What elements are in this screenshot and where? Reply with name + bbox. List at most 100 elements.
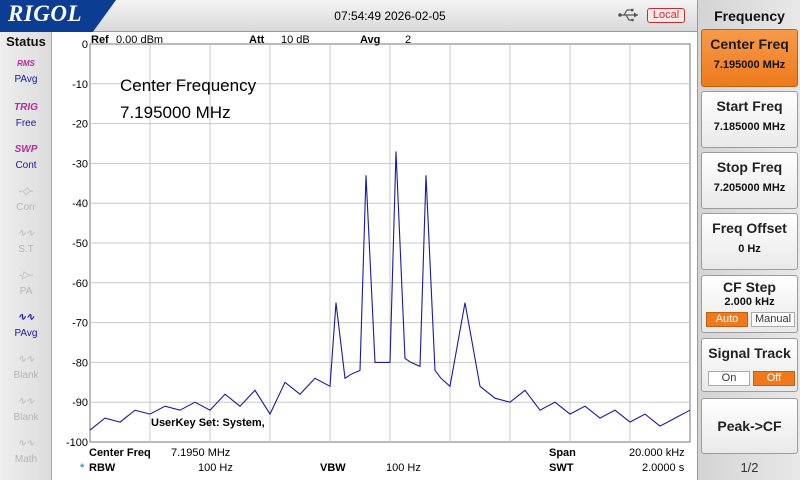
date-time: 07:54:49 2026-02-05 (334, 9, 446, 23)
softkey-label: Freq Offset (712, 220, 787, 236)
avg-value: 2 (405, 34, 411, 46)
status-label: Free (15, 118, 37, 129)
center-freq-label: Center Freq (89, 447, 151, 459)
stop-freq-softkey[interactable]: Stop Freq 7.205000 MHz (701, 152, 798, 209)
brand-label: RIGOL (8, 1, 83, 26)
status-label: PAvg (14, 328, 38, 339)
status-power-average[interactable]: ∿∿ PAvg (6, 308, 46, 348)
sweep-icon: SWP (14, 144, 38, 155)
pa-icon: -▷- (18, 270, 34, 281)
signal-track-off-option[interactable]: Off (753, 371, 795, 386)
softkey-value: 0 Hz (738, 243, 761, 255)
st-icon: ∿∿ (17, 228, 35, 239)
softkey-label: Start Freq (716, 98, 783, 114)
plot-grid (89, 43, 691, 443)
cf-step-auto-option[interactable]: Auto (706, 312, 748, 327)
signal-track-softkey[interactable]: Signal Track On Off (701, 338, 798, 392)
span-label: Span (549, 447, 576, 459)
att-label: Att (249, 34, 265, 46)
status-math[interactable]: ∿∿ Math (6, 434, 46, 474)
att-value: 10 dB (281, 34, 310, 46)
spectrum-plot: Ref 0.00 dBm Att 10 dB Avg 2 0 -10 -20 -30 -… (66, 34, 691, 474)
menu-page-indicator[interactable]: 1/2 (740, 460, 759, 475)
status-preamp[interactable]: -▷- PA (6, 266, 46, 306)
swt-label: SWT (549, 462, 574, 474)
cf-step-softkey[interactable]: CF Step 2.000 kHz Auto Manual (701, 275, 798, 333)
softkey-value: 7.195000 MHz (713, 59, 786, 71)
softkey-value: 2.000 kHz (724, 296, 775, 308)
softkey-label: Signal Track (708, 345, 791, 361)
status-signal-track[interactable]: ∿∿ S.T (6, 224, 46, 264)
status-label: S.T (18, 244, 34, 255)
userkey-text: UserKey Set: System, (151, 417, 265, 429)
y-tick-label: -30 (72, 158, 88, 170)
status-trigger[interactable]: TRIG Free (6, 98, 46, 138)
ref-value: 0.00 dBm (116, 34, 163, 46)
softkey-label: Center Freq (710, 36, 789, 52)
y-tick-label: -20 (72, 119, 88, 131)
softkey-label: CF Step (723, 279, 776, 295)
softkey-label: Stop Freq (716, 159, 783, 175)
menu-title: Frequency (714, 8, 785, 24)
span-value: 20.000 kHz (629, 447, 685, 459)
y-tick-label: -50 (72, 238, 88, 250)
y-tick-labels: 0 -10 -20 -30 -40 -50 -60 -70 -80 -90 -100 (66, 39, 88, 449)
rbw-auto-marker: * (80, 462, 85, 474)
status-label: PAvg (14, 74, 38, 85)
status-label: PA (19, 286, 33, 297)
swt-value: 2.0000 s (642, 462, 685, 474)
status-label: Cont (15, 160, 37, 171)
status-title: Status (6, 34, 46, 49)
usb-icon (618, 8, 638, 22)
rbw-label: RBW (89, 462, 116, 474)
center-freq-value: 7.1950 MHz (171, 447, 230, 459)
vbw-label: VBW (320, 462, 346, 474)
y-tick-label: -80 (72, 357, 88, 369)
status-blank-2[interactable]: ∿∿ Blank (6, 392, 46, 432)
math-icon: ∿∿ (17, 438, 35, 449)
status-sweep[interactable]: SWP Cont (6, 140, 46, 180)
softkey-label: Peak->CF (717, 418, 782, 434)
y-tick-label: 0 (82, 39, 88, 51)
frequency-menu: Frequency Center Freq 7.195000 MHz Start… (697, 0, 800, 480)
y-tick-label: -100 (66, 437, 88, 449)
corr-icon: -◇- (18, 186, 34, 197)
status-label: Blank (13, 370, 39, 381)
y-tick-label: -10 (72, 79, 88, 91)
y-tick-label: -70 (72, 318, 88, 330)
local-status-badge[interactable]: Local (647, 8, 685, 23)
cf-step-manual-option[interactable]: Manual (751, 312, 795, 327)
overlay-value: 7.195000 MHz (120, 103, 231, 122)
rms-avg-icon: RMS (17, 59, 35, 68)
status-panel: Status RMS PAvg TRIG Free SWP Cont -◇- C… (0, 32, 52, 480)
softkey-value: 7.205000 MHz (713, 182, 786, 194)
softkey-value: 7.185000 MHz (713, 121, 786, 133)
blank-icon: ∿∿ (17, 396, 35, 407)
top-bar: RIGOL 07:54:49 2026-02-05 Local (0, 0, 697, 32)
avg-label: Avg (360, 34, 380, 46)
start-freq-softkey[interactable]: Start Freq 7.185000 MHz (701, 91, 798, 148)
spectrum-display[interactable]: Ref 0.00 dBm Att 10 dB Avg 2 0 -10 -20 -30 -… (53, 32, 697, 480)
peak-to-cf-softkey[interactable]: Peak->CF (701, 398, 798, 454)
status-label: Math (14, 454, 38, 465)
status-label: Corr (16, 202, 36, 213)
ref-label: Ref (91, 34, 109, 46)
blank-icon: ∿∿ (17, 354, 35, 365)
center-freq-softkey[interactable]: Center Freq 7.195000 MHz (701, 29, 798, 87)
pavg-icon: ∿∿ (17, 312, 35, 323)
signal-track-on-option[interactable]: On (708, 371, 750, 386)
y-tick-label: -90 (72, 397, 88, 409)
spectrum-trace (89, 151, 691, 431)
overlay-title: Center Frequency (120, 76, 257, 95)
status-correction[interactable]: -◇- Corr (6, 182, 46, 222)
rigol-logo: RIGOL (0, 0, 116, 32)
y-tick-label: -60 (72, 278, 88, 290)
vbw-value: 100 Hz (386, 462, 421, 474)
trigger-icon: TRIG (14, 102, 38, 113)
status-trace-average[interactable]: RMS PAvg (6, 54, 46, 94)
rbw-value: 100 Hz (198, 462, 233, 474)
y-tick-label: -40 (72, 198, 88, 210)
freq-offset-softkey[interactable]: Freq Offset 0 Hz (701, 213, 798, 270)
status-label: Blank (13, 412, 39, 423)
status-blank-1[interactable]: ∿∿ Blank (6, 350, 46, 390)
